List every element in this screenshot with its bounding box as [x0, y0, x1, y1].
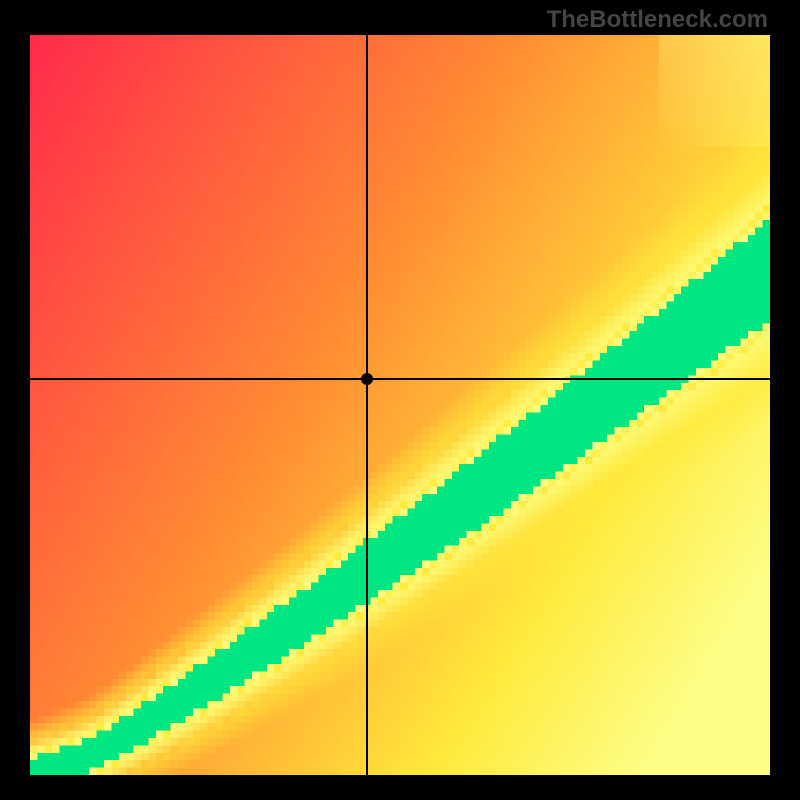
watermark-text: TheBottleneck.com	[547, 6, 768, 34]
crosshair-vertical-line	[366, 35, 368, 775]
crosshair-horizontal-line	[30, 378, 770, 380]
bottleneck-heatmap	[30, 35, 770, 775]
crosshair-marker	[361, 373, 373, 385]
